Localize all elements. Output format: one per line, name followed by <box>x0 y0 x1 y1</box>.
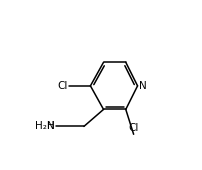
Text: Cl: Cl <box>58 81 68 91</box>
Text: N: N <box>139 81 147 91</box>
Text: Cl: Cl <box>128 123 139 133</box>
Text: H: H <box>47 121 55 131</box>
Text: H₂N: H₂N <box>36 121 55 131</box>
